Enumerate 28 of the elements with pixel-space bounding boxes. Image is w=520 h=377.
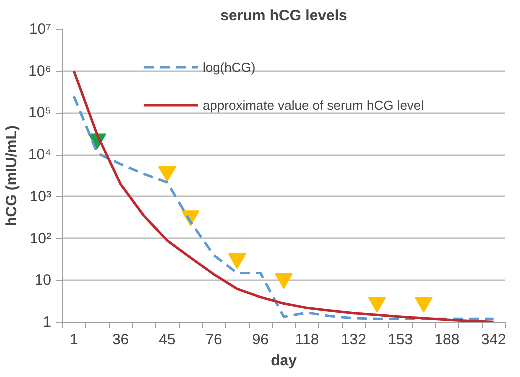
point xyxy=(414,297,433,313)
x-tick-label: 153 xyxy=(388,332,414,348)
point xyxy=(275,274,293,290)
x-tick-label: 45 xyxy=(159,332,176,348)
legend-label: approximate value of serum hCG level xyxy=(202,98,424,112)
x-tick-label: 188 xyxy=(434,332,460,348)
y-tick-label: 10 xyxy=(34,272,52,290)
y-axis-title: hCG (mIU/mL) xyxy=(3,126,20,226)
chart-title: serum hCG levels xyxy=(220,8,348,24)
x-tick-label: 132 xyxy=(341,332,366,348)
y-tick-label: 1 xyxy=(43,314,52,331)
x-tick-label: 342 xyxy=(481,332,506,348)
y-tick-label: 10⁵ xyxy=(28,104,52,122)
point xyxy=(158,166,176,182)
y-tick-label: 10⁴ xyxy=(28,146,52,164)
y-tick-label: 10⁶ xyxy=(28,62,52,80)
x-tick-label: 76 xyxy=(206,332,222,348)
y-tick-label: 10³ xyxy=(30,188,52,206)
point xyxy=(368,297,386,313)
y-tick-label: 10⁷ xyxy=(29,21,52,38)
x-tick-label: 36 xyxy=(112,332,130,348)
x-axis-title: day xyxy=(271,352,298,370)
y-tick-label: 10² xyxy=(30,230,52,248)
x-tick-label: 96 xyxy=(252,332,270,348)
x-tick-label: 1 xyxy=(70,332,78,348)
x-tick-label: 118 xyxy=(295,332,320,348)
legend-label: log(hCG) xyxy=(202,60,256,74)
point xyxy=(228,254,246,270)
